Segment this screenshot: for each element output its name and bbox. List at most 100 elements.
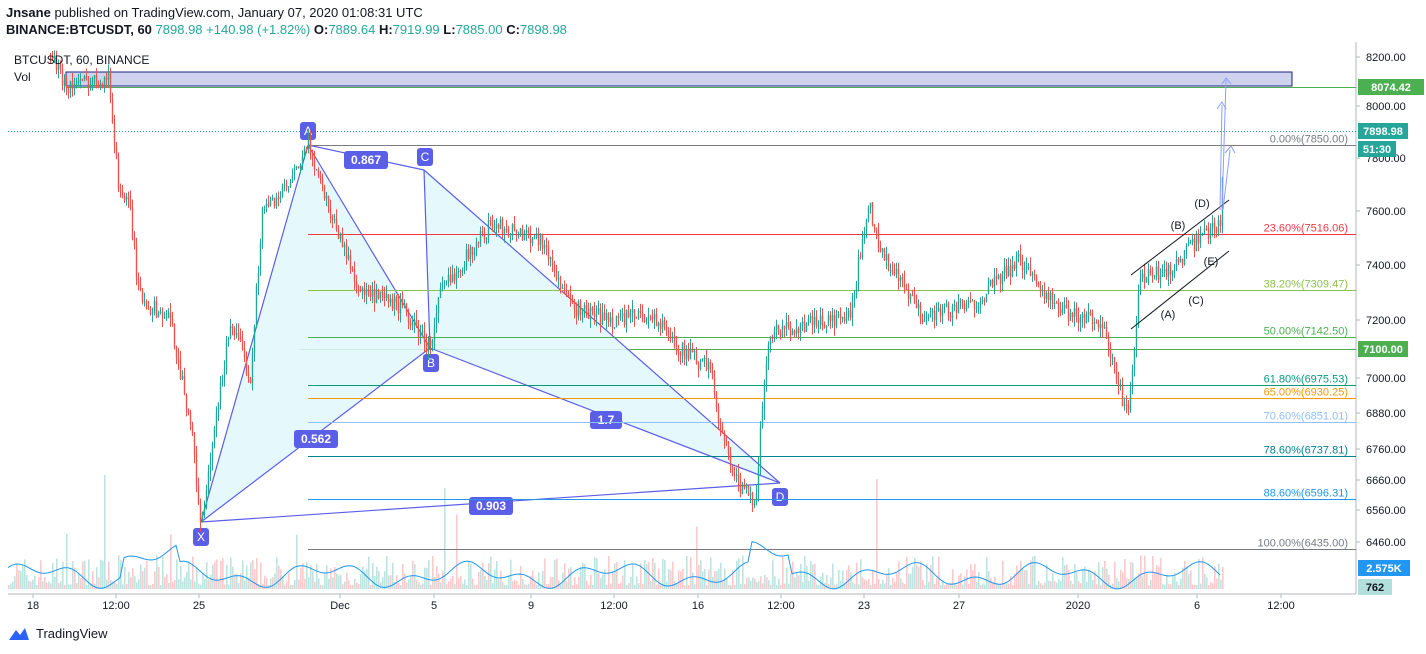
y-tick-label-5: 7200.00 bbox=[1366, 315, 1406, 327]
candle-body bbox=[493, 227, 496, 229]
volume-bar bbox=[1212, 583, 1214, 589]
price-badge-bg-3 bbox=[1358, 341, 1408, 357]
candle-body bbox=[743, 484, 746, 489]
candle-body bbox=[1135, 324, 1138, 348]
volume-bar bbox=[896, 572, 898, 589]
volume-bar bbox=[354, 578, 356, 589]
candle-body bbox=[251, 353, 254, 384]
volume-bar bbox=[746, 577, 748, 589]
volume-bar bbox=[1142, 576, 1144, 589]
candle-body bbox=[1129, 387, 1132, 411]
candle-body bbox=[289, 181, 292, 187]
candle-body bbox=[481, 231, 484, 233]
volume-bar bbox=[1132, 562, 1134, 589]
volume-bar bbox=[862, 577, 864, 589]
candle-body bbox=[1169, 264, 1172, 275]
price-badge-label-1: 7898.98 bbox=[1363, 126, 1403, 138]
candle-body bbox=[245, 357, 248, 374]
candle-body bbox=[439, 288, 442, 298]
volume-bar bbox=[1104, 560, 1106, 589]
x-tick-label-11: 2020 bbox=[1066, 600, 1090, 612]
candle-body bbox=[1177, 258, 1180, 262]
candle-body bbox=[839, 314, 842, 319]
volume-bar bbox=[618, 583, 620, 589]
candle-body bbox=[925, 316, 928, 321]
volume-bar bbox=[254, 569, 256, 589]
candle-body bbox=[873, 224, 876, 229]
candle-body bbox=[1097, 322, 1100, 328]
candle-body bbox=[49, 54, 52, 56]
volume-bar bbox=[866, 580, 868, 589]
volume-bar bbox=[1046, 564, 1048, 589]
pattern-point-label-b: B bbox=[427, 356, 435, 370]
candle-body bbox=[733, 475, 736, 477]
volume-bar bbox=[1088, 569, 1090, 589]
candle-body bbox=[185, 394, 188, 410]
volume-bar bbox=[1192, 584, 1194, 589]
price-chart[interactable]: XABCD0.8670.5621.70.9030.00%(7850.00)23.… bbox=[0, 0, 1426, 620]
volume-bar bbox=[448, 581, 450, 589]
candle-body bbox=[265, 203, 268, 207]
candle-body bbox=[277, 197, 280, 200]
candle-body bbox=[669, 336, 672, 338]
volume-bar bbox=[468, 561, 470, 589]
volume-bar bbox=[482, 562, 484, 589]
volume-bar bbox=[1062, 557, 1064, 589]
candle-body bbox=[943, 306, 946, 311]
volume-bar bbox=[1080, 583, 1082, 589]
candle-body bbox=[123, 195, 126, 201]
volume-bar bbox=[504, 584, 506, 589]
volume-bar bbox=[850, 572, 852, 589]
price-badge-label-2: 51:30 bbox=[1363, 144, 1391, 156]
volume-bar bbox=[438, 573, 440, 589]
fib-label-0: 0.00%(7850.00) bbox=[1270, 134, 1348, 146]
candle-body bbox=[375, 289, 378, 303]
volume-bar bbox=[1100, 584, 1102, 589]
volume-bar bbox=[208, 579, 210, 589]
volume-bar bbox=[138, 579, 140, 589]
candle-body bbox=[99, 83, 102, 85]
volume-bar bbox=[510, 559, 512, 589]
candle-body bbox=[159, 311, 162, 313]
candle-body bbox=[181, 376, 184, 379]
volume-bar bbox=[756, 582, 758, 589]
candle-body bbox=[411, 324, 414, 326]
volume-bar bbox=[744, 584, 746, 589]
volume-bar bbox=[570, 567, 572, 589]
volume-bar bbox=[186, 571, 188, 589]
candle-body bbox=[861, 239, 864, 258]
candle-body bbox=[535, 232, 538, 238]
price-badge-label-0: 8074.42 bbox=[1371, 82, 1411, 94]
volume-bar bbox=[654, 562, 656, 589]
candle-body bbox=[85, 76, 88, 80]
volume-bar bbox=[914, 558, 916, 589]
candle-body bbox=[1039, 286, 1042, 291]
volume-bar bbox=[426, 567, 428, 589]
candle-body bbox=[1215, 229, 1218, 233]
volume-bar bbox=[936, 578, 938, 589]
low-value: 7885.00 bbox=[455, 22, 503, 37]
candle-body bbox=[179, 360, 182, 379]
volume-bar bbox=[672, 561, 674, 589]
candle-body bbox=[171, 318, 174, 325]
candle-body bbox=[767, 344, 770, 363]
candle-body bbox=[1001, 272, 1004, 284]
volume-bar bbox=[1038, 581, 1040, 589]
candle-body bbox=[797, 328, 800, 334]
volume-bar bbox=[140, 564, 142, 589]
volume-bar bbox=[1180, 578, 1182, 589]
candle-body bbox=[93, 75, 96, 79]
volume-bar bbox=[442, 571, 444, 589]
candle-body bbox=[1211, 222, 1214, 228]
y-axis-ticks: 8200.008000.007800.007600.007400.007200.… bbox=[1356, 52, 1406, 549]
volume-bar bbox=[736, 560, 738, 589]
volume-bar bbox=[1108, 574, 1110, 589]
volume-bar bbox=[1162, 584, 1164, 589]
volume-bar bbox=[458, 578, 460, 589]
volume-bar bbox=[830, 577, 832, 589]
candle-body bbox=[785, 322, 788, 329]
volume-bar bbox=[1002, 560, 1004, 589]
candle-body bbox=[615, 316, 618, 328]
volume-bar bbox=[192, 556, 194, 589]
pattern-ratio-2: 1.7 bbox=[598, 413, 615, 427]
